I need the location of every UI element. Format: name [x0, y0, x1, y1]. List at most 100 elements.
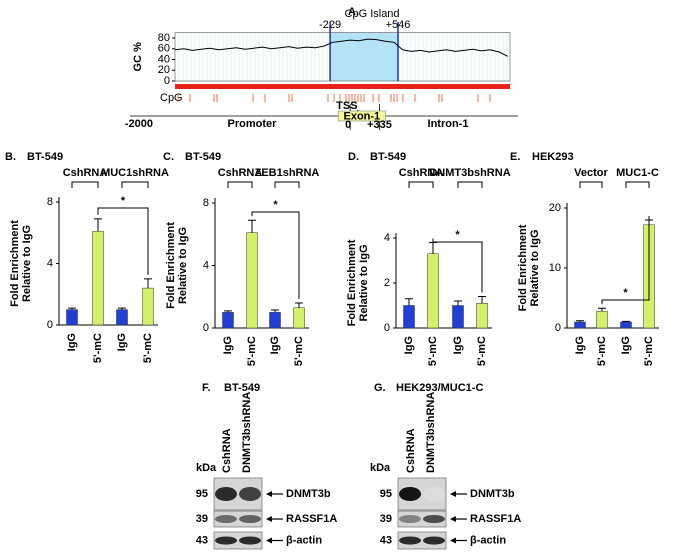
- blot-band: [239, 515, 261, 523]
- panel-label: B.: [5, 151, 16, 163]
- panel-title: BT-549: [224, 382, 260, 394]
- kda-label: 39: [196, 513, 208, 525]
- bar: [222, 312, 234, 329]
- bar: [452, 305, 464, 329]
- error-bar: [598, 307, 606, 312]
- blot-strip: [397, 531, 447, 550]
- x-tick-label: IgG: [574, 336, 586, 354]
- bar: [66, 309, 78, 326]
- bar: [142, 287, 154, 326]
- exon-end-position: +335: [367, 119, 392, 131]
- x-tick-label: IgG: [452, 336, 464, 354]
- significance-mark: *: [273, 199, 278, 211]
- significance-mark: *: [121, 195, 126, 207]
- bar: [403, 305, 415, 329]
- blot-band: [215, 515, 237, 523]
- band-arrowhead: [450, 537, 456, 544]
- bar: [246, 232, 258, 329]
- error-bar: [224, 310, 232, 313]
- protein-label: DNMT3b: [286, 488, 331, 500]
- map-start-label: -2000: [125, 118, 153, 130]
- exon-box: [337, 110, 386, 122]
- island-start-label: -229: [319, 19, 341, 31]
- group-label: CshRNA: [218, 167, 263, 179]
- band-arrowhead: [450, 516, 456, 522]
- protein-label: RASSF1A: [470, 513, 521, 525]
- y-tick-label: 4: [47, 257, 53, 269]
- band-arrowhead: [266, 491, 272, 497]
- y-tick-label: 4: [384, 232, 390, 244]
- y-axis-label: Fold Enrichment: [517, 224, 529, 311]
- y-tick-label: 20: [549, 202, 561, 214]
- band-arrowhead: [266, 537, 272, 544]
- group-bracket: [274, 181, 300, 188]
- group-label: MUC1-C: [616, 167, 659, 179]
- error-bar: [478, 296, 486, 304]
- y-tick-label: 0: [384, 322, 390, 334]
- bar: [476, 303, 488, 329]
- blot-band: [423, 515, 445, 523]
- x-tick-label: IgG: [222, 336, 234, 354]
- error-bar: [94, 218, 102, 232]
- blot-band: [399, 487, 421, 501]
- y-tick-label: 8: [47, 196, 53, 208]
- plot-frame: [174, 32, 511, 82]
- error-bar: [454, 300, 462, 306]
- error-bar: [118, 307, 126, 310]
- x-tick-label: 5'-mC: [427, 336, 439, 366]
- y-axis-label: GC %: [132, 42, 144, 72]
- group-bracket: [457, 181, 483, 188]
- bar: [620, 321, 632, 329]
- baseline-track: [175, 84, 510, 89]
- panel-title: HEK293/MUC1-C: [396, 382, 483, 394]
- y-tick-label: 40: [158, 53, 170, 65]
- panel-title: BT-549: [370, 151, 406, 163]
- panel-title: HEK293: [532, 151, 574, 163]
- group-label: DNMT3bshRNA: [429, 167, 510, 179]
- tss-label: TSS: [336, 100, 357, 112]
- group-label: ZEB1shRNA: [255, 167, 320, 179]
- error-bar: [271, 309, 279, 313]
- lane-label: CshRNA: [405, 428, 417, 473]
- group-bracket: [71, 181, 99, 188]
- significance-bracket: [432, 238, 483, 293]
- y-axis-label: Relative to IgG: [529, 229, 541, 306]
- significance-mark: *: [623, 287, 628, 299]
- group-bracket: [625, 181, 650, 188]
- blot-band: [423, 536, 445, 545]
- significance-mark: *: [455, 229, 460, 241]
- panel-label: A.: [348, 6, 359, 18]
- bar: [574, 321, 586, 329]
- blot-band: [215, 536, 237, 545]
- protein-label: RASSF1A: [286, 513, 337, 525]
- lane-label: DNMT3bshRNA: [241, 392, 253, 473]
- lane-label: CshRNA: [221, 428, 233, 473]
- x-tick-label: 5'-mC: [142, 333, 154, 363]
- gc-line: [174, 38, 509, 57]
- x-tick-label: 5'-mC: [293, 336, 305, 366]
- group-bracket: [408, 181, 434, 188]
- y-tick-label: 80: [158, 32, 170, 44]
- bar: [293, 307, 305, 329]
- x-tick-label: 5'-mC: [476, 336, 488, 366]
- island-label: CpG Island: [345, 8, 400, 20]
- y-axis-label: Fold Enrichment: [9, 220, 21, 307]
- kda-label: 39: [380, 513, 392, 525]
- bar: [92, 230, 104, 326]
- blot-band: [215, 487, 237, 501]
- y-tick-label: 20: [158, 64, 170, 76]
- bar: [596, 310, 608, 329]
- kda-label: 95: [380, 488, 392, 500]
- lane-label: DNMT3bshRNA: [425, 392, 437, 473]
- panel-title: BT-549: [27, 151, 63, 163]
- band-arrowhead: [266, 516, 272, 522]
- group-label: CshRNA: [63, 167, 108, 179]
- tss-position: 0: [345, 119, 351, 131]
- y-tick-label: 60: [158, 43, 170, 55]
- error-bar: [429, 242, 437, 254]
- x-tick-label: IgG: [269, 336, 281, 354]
- band-arrowhead: [450, 491, 456, 497]
- y-tick-label: 8: [203, 197, 209, 209]
- error-bar: [576, 320, 584, 322]
